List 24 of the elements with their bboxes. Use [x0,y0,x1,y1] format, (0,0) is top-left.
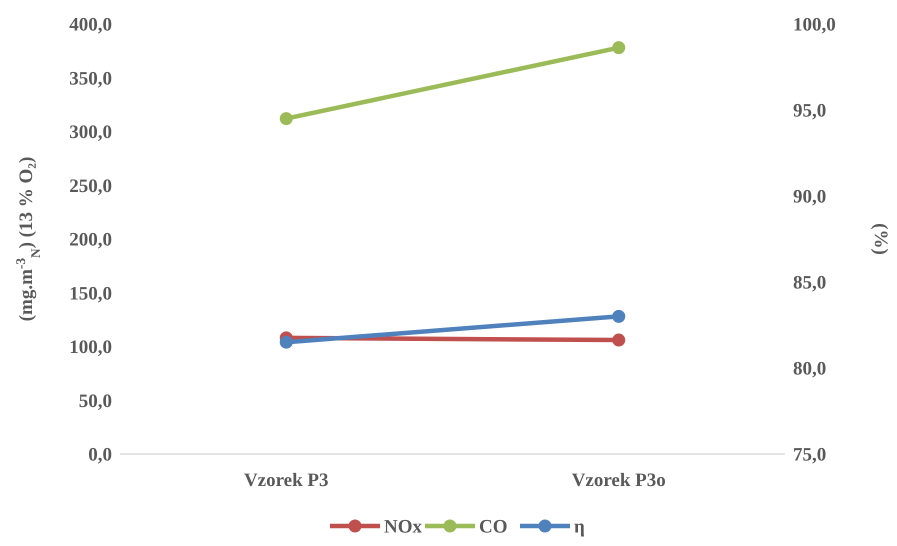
y2-tick-label: 90,0 [793,186,826,208]
x-tick-label: Vzorek P3o [572,470,666,491]
point [612,334,626,347]
y2-tick-label: 75,0 [793,444,826,466]
y-tick-label: 0,0 [88,444,112,466]
legend-label: η [574,516,585,538]
y-tick-label: 400,0 [69,14,112,36]
y-tick-label: 50,0 [78,390,112,412]
y2-tick-label: 95,0 [793,100,826,122]
y2-axis-title: (%) [870,223,891,255]
y2-tick-label: 100,0 [793,14,836,36]
y-tick-label: 100,0 [69,337,112,358]
y-tick-label: 150,0 [69,283,112,304]
y-tick-label: 350,0 [69,68,112,90]
y-tick-label: 300,0 [69,122,112,144]
legend-label: NOx [384,516,422,538]
legend-label: CO [479,516,508,538]
point [280,112,293,126]
x-tick-label: Vzorek P3 [244,470,329,491]
y-tick-label: 200,0 [69,230,112,251]
y-tick-label: 250,0 [69,176,112,197]
y2-tick-label: 85,0 [793,272,826,294]
point [612,41,626,54]
y2-tick-label: 80,0 [793,358,826,380]
